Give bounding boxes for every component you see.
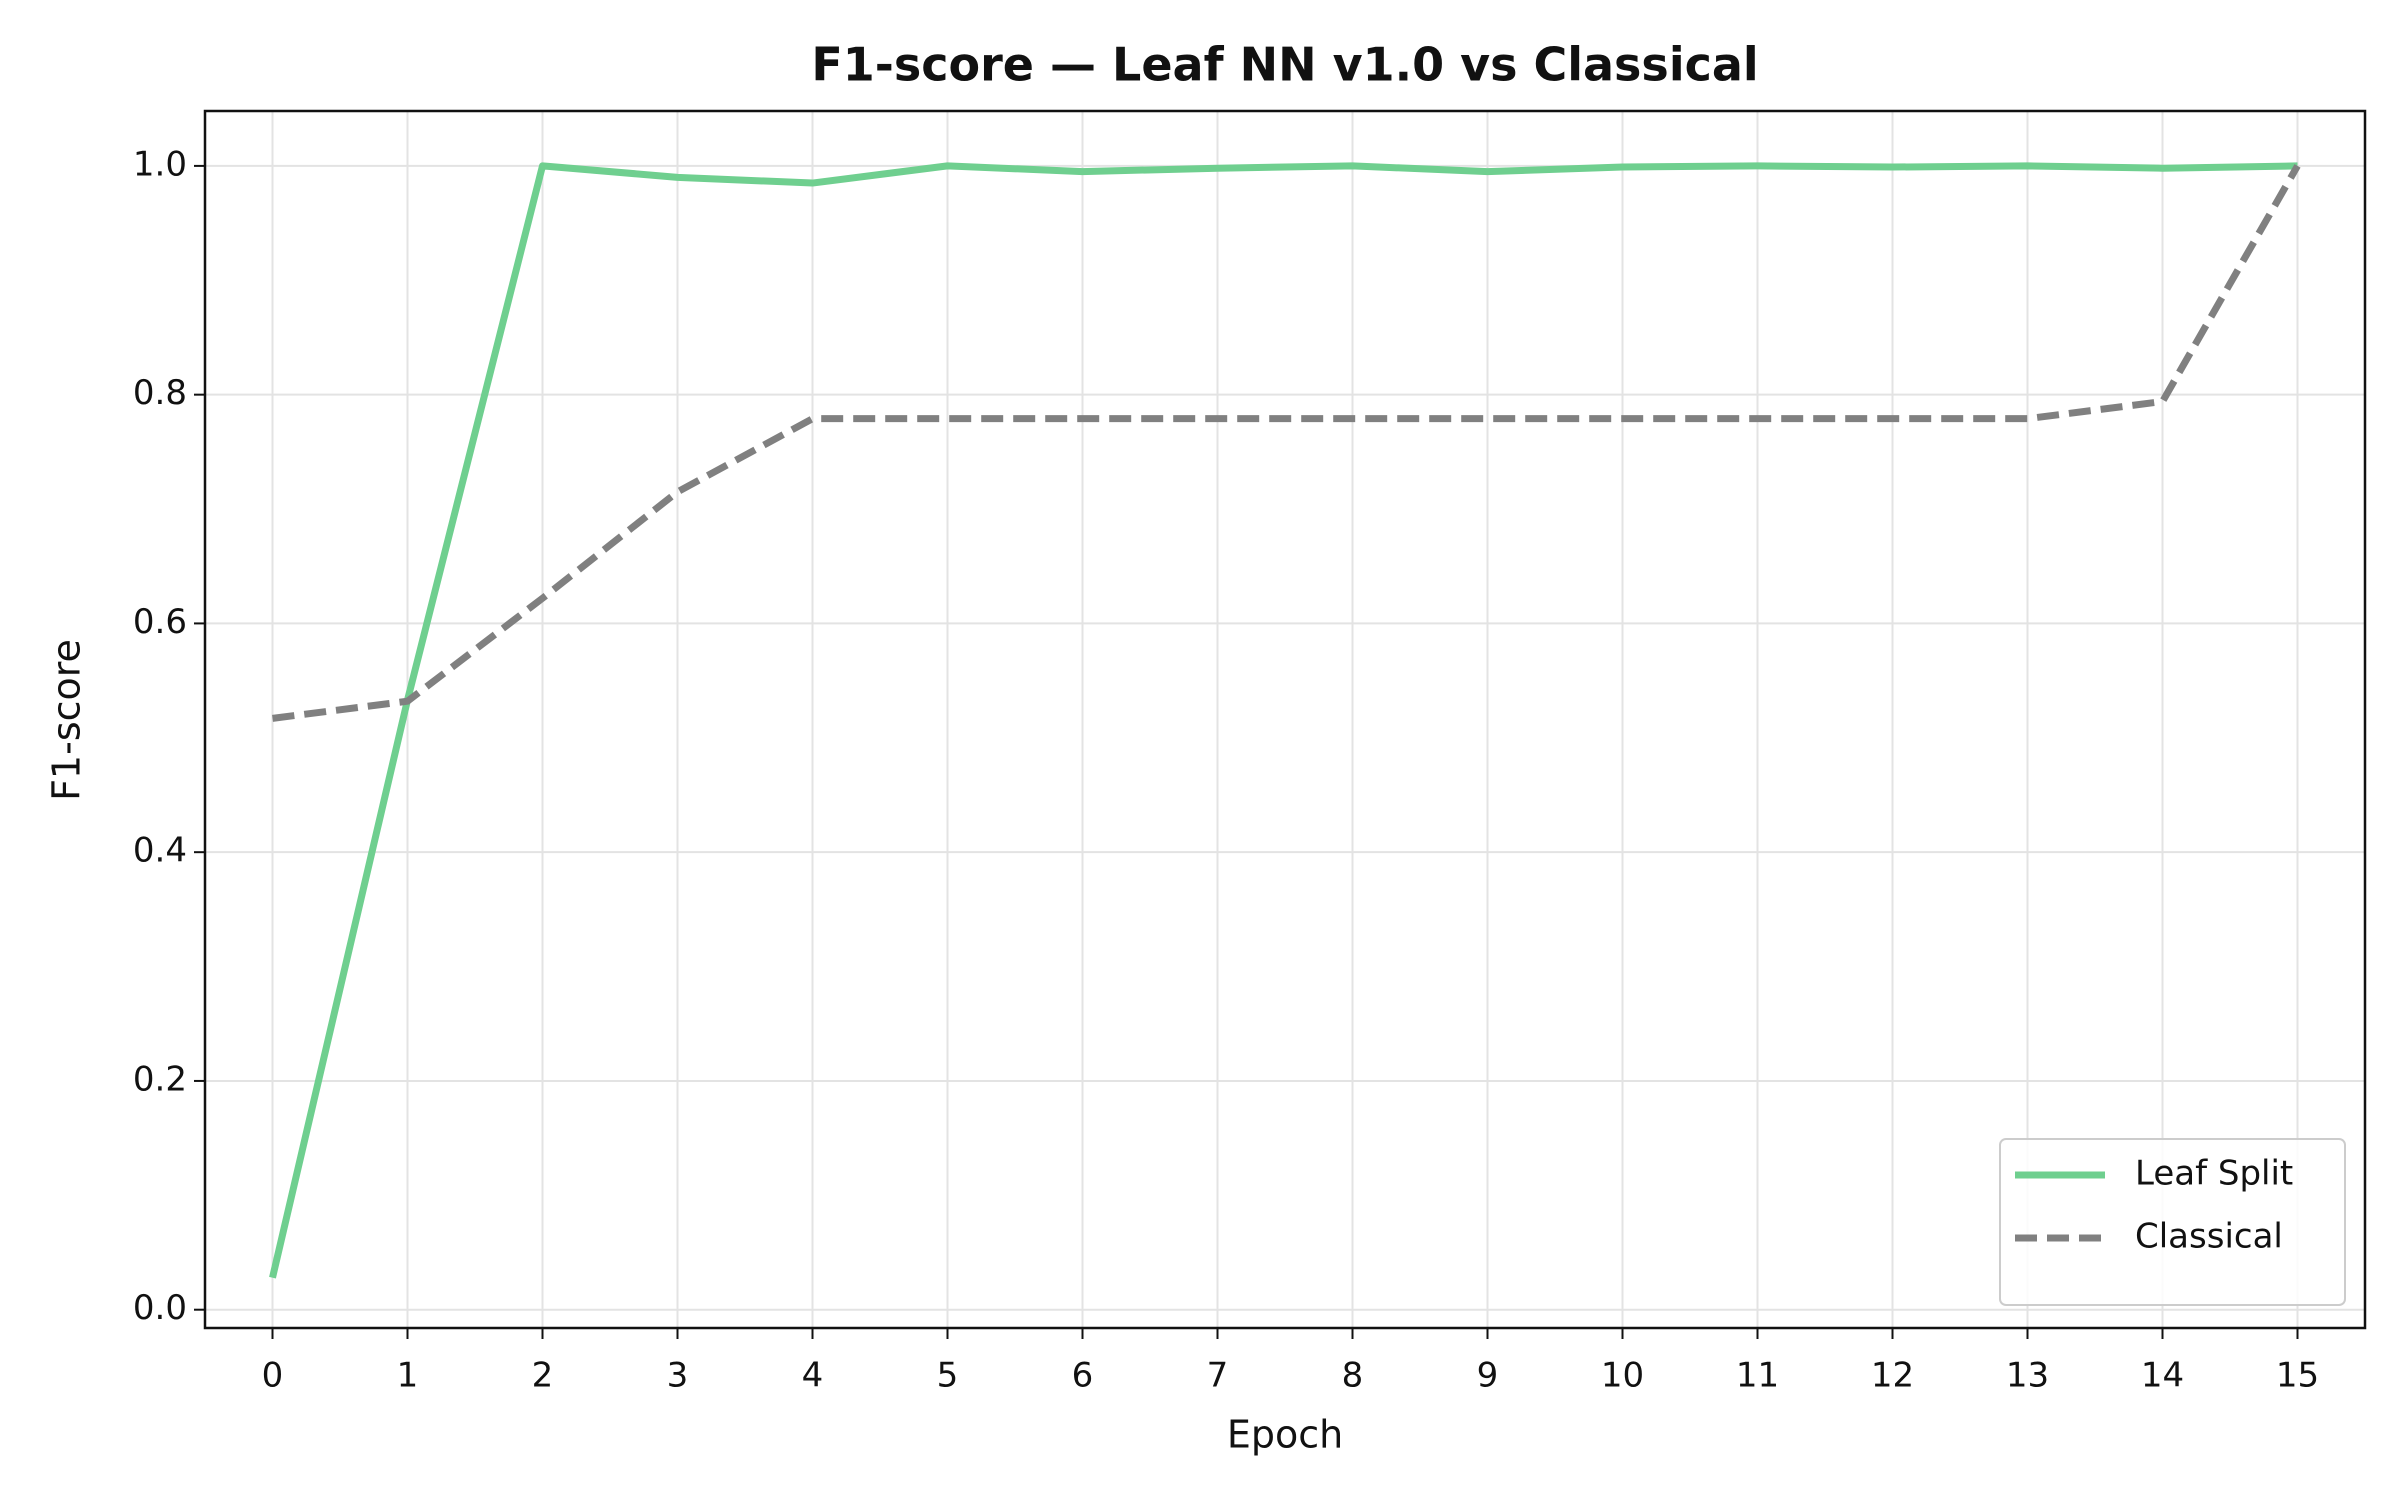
y-tick-label: 0.0	[133, 1288, 187, 1328]
x-tick-label: 11	[1736, 1356, 1779, 1396]
x-tick-label: 4	[802, 1356, 824, 1396]
plot-frame	[203, 109, 2367, 1330]
y-tick-label: 1.0	[133, 144, 187, 184]
x-tick-label: 6	[1072, 1356, 1094, 1396]
x-tick-label: 1	[397, 1356, 419, 1396]
legend: Leaf Split Classical	[1999, 1138, 2346, 1306]
x-tick-label: 15	[2276, 1356, 2319, 1396]
x-tick-label: 7	[1207, 1356, 1229, 1396]
chart-title: F1-score — Leaf NN v1.0 vs Classical	[811, 38, 1758, 92]
y-tick-label: 0.4	[133, 831, 187, 871]
x-tick-label: 12	[1871, 1356, 1914, 1396]
x-tick-label: 9	[1477, 1356, 1499, 1396]
line-series	[272, 164, 2301, 722]
legend-label: Leaf Split	[2135, 1154, 2293, 1194]
y-tick-label: 0.2	[133, 1059, 187, 1099]
y-tick-label: 0.6	[133, 602, 187, 642]
legend-label: Classical	[2135, 1217, 2283, 1257]
x-tick-label: 0	[262, 1356, 284, 1396]
line-series	[269, 162, 2298, 1279]
x-tick-label: 13	[2006, 1356, 2049, 1396]
legend-box	[1999, 1138, 2346, 1306]
x-tick-label: 14	[2141, 1356, 2184, 1396]
x-tick-label: 2	[532, 1356, 554, 1396]
x-tick-label: 5	[937, 1356, 959, 1396]
x-tick-label: 10	[1601, 1356, 1644, 1396]
x-tick-label: 3	[667, 1356, 689, 1396]
y-axis-label: F1-score	[45, 639, 89, 801]
y-tick-label: 0.8	[133, 373, 187, 413]
x-axis-label: Epoch	[1227, 1413, 1343, 1457]
x-tick-label: 8	[1342, 1356, 1364, 1396]
